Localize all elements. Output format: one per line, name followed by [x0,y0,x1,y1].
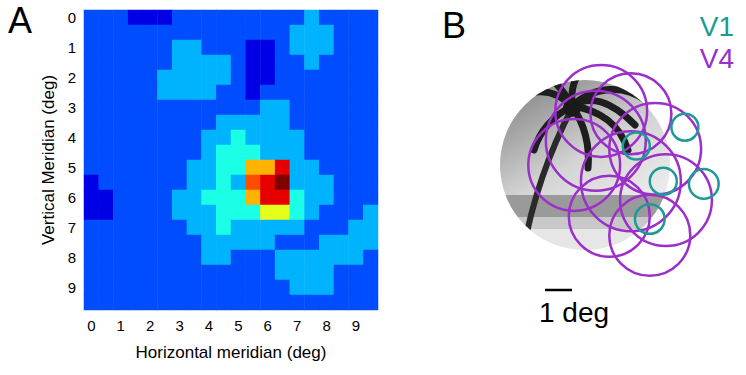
svg-text:3: 3 [175,317,183,334]
svg-text:A: A [8,0,32,41]
svg-text:1: 1 [68,39,76,56]
svg-text:6: 6 [68,189,76,206]
svg-text:Vertical Meridian (deg): Vertical Meridian (deg) [39,75,58,245]
svg-text:3: 3 [68,99,76,116]
svg-text:0: 0 [87,317,95,334]
svg-text:V4: V4 [700,43,734,74]
svg-text:1 deg: 1 deg [539,297,609,328]
svg-text:4: 4 [205,317,213,334]
svg-text:5: 5 [68,159,76,176]
svg-text:5: 5 [234,317,242,334]
svg-text:2: 2 [68,69,76,86]
svg-text:2: 2 [146,317,154,334]
svg-text:7: 7 [293,317,301,334]
svg-text:0: 0 [68,9,76,26]
svg-text:4: 4 [68,129,76,146]
svg-text:B: B [442,5,466,46]
svg-text:9: 9 [68,279,76,296]
svg-text:8: 8 [322,317,330,334]
svg-text:Horizontal meridian (deg): Horizontal meridian (deg) [136,343,327,362]
svg-text:6: 6 [264,317,272,334]
svg-text:7: 7 [68,219,76,236]
svg-text:V1: V1 [700,11,734,42]
svg-text:1: 1 [117,317,125,334]
svg-text:9: 9 [352,317,360,334]
svg-text:8: 8 [68,249,76,266]
